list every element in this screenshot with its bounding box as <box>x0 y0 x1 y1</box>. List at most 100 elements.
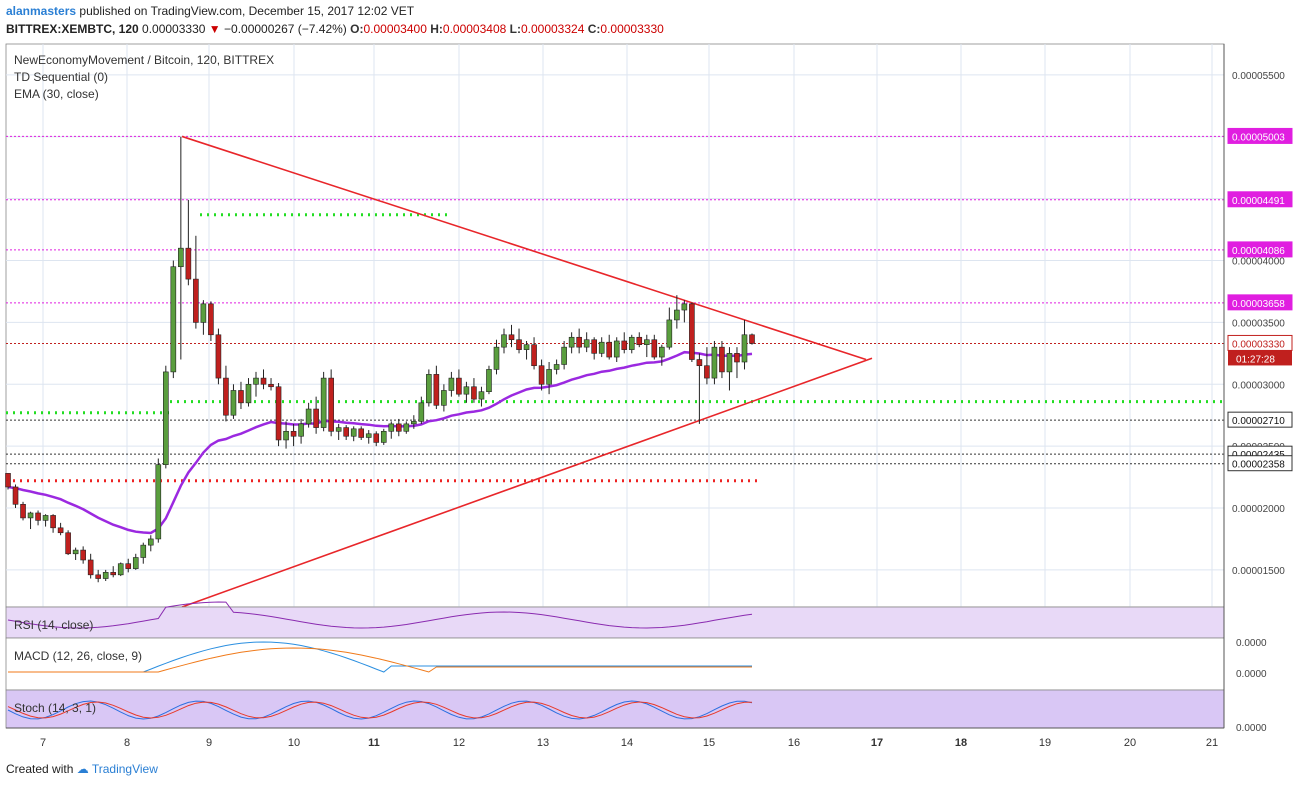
publish-info: published on TradingView.com, December 1… <box>79 4 415 18</box>
candle-body <box>463 386 470 395</box>
candle-body <box>245 383 252 404</box>
candle-body <box>403 423 410 432</box>
candle-body <box>621 340 628 350</box>
candle-body <box>238 390 244 404</box>
candle-body <box>674 309 680 321</box>
candle-body <box>290 430 297 437</box>
price-tag <box>1227 241 1293 258</box>
candle-body <box>350 428 357 437</box>
candle-body <box>230 390 237 416</box>
candle-body <box>531 344 537 367</box>
candle-body <box>328 377 334 432</box>
candle-body <box>456 377 462 395</box>
candle-body <box>35 512 41 521</box>
candle-body <box>666 319 673 348</box>
candle-body <box>343 427 349 437</box>
candle-body <box>365 433 372 438</box>
price-pane <box>5 43 1225 608</box>
candle-body <box>373 433 380 443</box>
open-value: 0.00003400 <box>363 22 427 36</box>
candle-body <box>320 377 327 428</box>
candle-body <box>734 353 740 363</box>
candle-body <box>576 336 582 348</box>
candle-body <box>147 538 154 546</box>
candle-body <box>87 559 94 576</box>
candle-body <box>80 549 86 561</box>
candle-body <box>170 266 177 373</box>
candle-body <box>538 365 545 385</box>
candle-body <box>125 563 132 569</box>
candle-body <box>260 377 267 385</box>
candle-body <box>696 359 703 367</box>
price-change: −0.00000267 (−7.42%) <box>224 22 347 36</box>
candle-body <box>643 339 650 345</box>
y-tick-label: 0.00003000 <box>1232 380 1285 391</box>
price-tag-label: 0.00004491 <box>1232 196 1285 207</box>
tradingview-link[interactable]: TradingView <box>91 762 158 776</box>
trendlines <box>181 135 873 608</box>
price-tag <box>1227 294 1293 311</box>
candle-body <box>395 423 402 432</box>
y-tick-label: 0.00004000 <box>1232 257 1285 268</box>
price-tag-label: 0.00002710 <box>1232 416 1285 427</box>
candle-body <box>305 408 312 425</box>
high-label: H: <box>430 22 443 36</box>
candle-body <box>433 374 440 406</box>
sub-y-tick-label: 0.0000 <box>1236 638 1267 649</box>
ema-line <box>7 350 753 535</box>
stoch-k-line <box>7 700 753 720</box>
candle-body <box>508 334 515 341</box>
candle-body <box>689 303 695 360</box>
open-label: O: <box>350 22 364 36</box>
candle-body <box>178 247 184 268</box>
candle-body <box>719 346 725 373</box>
candle-body <box>72 549 79 555</box>
ohlc-line: BITTREX:XEMBTC, 120 0.00003330 ▼ −0.0000… <box>6 22 664 36</box>
close-value: 0.00003330 <box>600 22 664 36</box>
candle-body <box>283 430 289 441</box>
candle-body <box>102 572 109 579</box>
x-tick-label: 8 <box>124 737 130 749</box>
candle-body <box>200 303 207 323</box>
close-label: C: <box>587 22 601 36</box>
ema-30-line <box>7 350 753 535</box>
x-tick-label: 17 <box>871 737 883 749</box>
candle-body <box>711 346 718 379</box>
candle-body <box>215 334 222 379</box>
candle-body <box>12 486 19 505</box>
candle-body <box>591 339 597 354</box>
candle-body <box>561 346 567 365</box>
candle-body <box>268 383 274 388</box>
candle-body <box>335 427 342 432</box>
candle-body <box>298 423 304 437</box>
price-tag <box>1227 191 1293 208</box>
td-sequential-label: TD Sequential (0) <box>14 70 109 84</box>
candle-body <box>275 386 282 441</box>
candle-body <box>27 512 34 519</box>
candle-body <box>57 527 64 534</box>
candle-body <box>636 336 643 345</box>
y-tick-label: 0.00005500 <box>1232 71 1285 82</box>
rsi-line <box>7 601 753 629</box>
candle-body <box>568 336 575 348</box>
created-with-label: Created with <box>6 762 74 776</box>
lower-trendline <box>181 357 873 608</box>
candle-body <box>358 428 365 438</box>
countdown-label: 01:27:28 <box>1236 354 1275 365</box>
candle-body <box>606 341 613 358</box>
x-tick-label: 13 <box>537 737 549 749</box>
price-tag-label: 0.00002358 <box>1232 460 1285 471</box>
x-tick-label: 12 <box>453 737 465 749</box>
candle-body <box>659 346 665 358</box>
price-tag <box>1227 127 1293 144</box>
candle-body <box>388 423 395 432</box>
candle-body <box>208 303 214 336</box>
x-tick-label: 20 <box>1124 737 1136 749</box>
candle-body <box>553 364 560 370</box>
author-link[interactable]: alanmasters <box>6 4 77 18</box>
x-tick-label: 15 <box>703 737 715 749</box>
candle-body <box>155 464 162 540</box>
candle-body <box>749 334 755 344</box>
x-tick-label: 7 <box>40 737 46 749</box>
